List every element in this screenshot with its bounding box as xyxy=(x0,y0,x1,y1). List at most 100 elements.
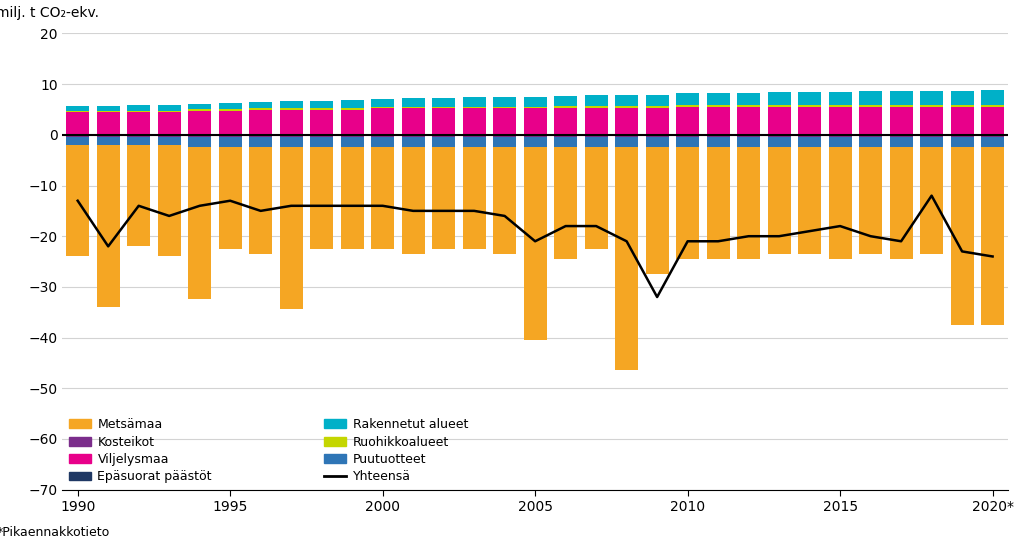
Bar xyxy=(767,136,791,137)
Bar xyxy=(554,108,577,135)
Bar xyxy=(950,136,974,137)
Bar xyxy=(859,91,882,105)
Bar xyxy=(402,109,425,135)
Bar xyxy=(219,103,241,109)
Bar xyxy=(341,100,363,108)
Bar xyxy=(402,107,425,109)
Bar xyxy=(767,92,791,105)
Bar xyxy=(707,137,729,147)
Bar xyxy=(554,136,577,137)
Bar xyxy=(371,147,394,249)
Bar xyxy=(950,147,974,325)
Bar xyxy=(707,136,729,137)
Bar xyxy=(554,147,577,259)
Bar xyxy=(585,137,608,147)
Bar xyxy=(890,137,913,147)
Bar xyxy=(890,136,913,137)
Bar xyxy=(829,105,851,107)
Bar xyxy=(676,93,699,105)
Bar xyxy=(615,108,638,135)
Bar xyxy=(798,105,821,107)
Bar xyxy=(462,109,486,135)
Bar xyxy=(462,147,486,249)
Bar xyxy=(158,135,181,136)
Bar xyxy=(859,147,882,254)
Bar xyxy=(371,107,394,109)
Bar xyxy=(950,91,974,105)
Bar xyxy=(981,137,1004,147)
Bar xyxy=(615,147,638,370)
Bar xyxy=(585,147,608,249)
Bar xyxy=(646,137,669,147)
Bar xyxy=(127,105,150,111)
Bar xyxy=(97,145,120,307)
Bar xyxy=(890,91,913,105)
Bar xyxy=(554,137,577,147)
Bar xyxy=(341,135,363,136)
Bar xyxy=(97,106,120,111)
Bar xyxy=(798,137,821,147)
Bar xyxy=(676,107,699,135)
Bar xyxy=(646,136,669,137)
Bar xyxy=(920,147,943,254)
Bar xyxy=(97,112,120,135)
Bar xyxy=(920,136,943,137)
Bar xyxy=(188,111,211,135)
Bar xyxy=(493,136,516,137)
Bar xyxy=(707,93,729,105)
Bar xyxy=(615,106,638,108)
Bar xyxy=(981,107,1004,135)
Bar xyxy=(981,136,1004,137)
Bar xyxy=(402,147,425,254)
Bar xyxy=(707,107,729,135)
Bar xyxy=(432,135,455,136)
Bar xyxy=(829,147,851,259)
Bar xyxy=(66,135,89,136)
Bar xyxy=(981,105,1004,107)
Bar xyxy=(127,136,150,137)
Bar xyxy=(279,135,303,136)
Bar xyxy=(738,105,760,107)
Bar xyxy=(707,135,729,136)
Bar xyxy=(738,135,760,136)
Bar xyxy=(920,91,943,105)
Bar xyxy=(279,147,303,310)
Bar xyxy=(859,135,882,136)
Bar xyxy=(462,107,486,109)
Bar xyxy=(767,105,791,107)
Bar xyxy=(127,111,150,112)
Bar xyxy=(341,137,363,147)
Bar xyxy=(279,137,303,147)
Bar xyxy=(310,101,333,108)
Bar xyxy=(462,97,486,107)
Bar xyxy=(188,136,211,137)
Bar xyxy=(585,96,608,106)
Bar xyxy=(188,109,211,111)
Legend: Rakennetut alueet, Ruohikkoalueet, Puutuotteet, Yhteensä: Rakennetut alueet, Ruohikkoalueet, Puutu… xyxy=(324,418,469,483)
Bar xyxy=(402,135,425,136)
Bar xyxy=(615,135,638,136)
Bar xyxy=(676,135,699,136)
Bar xyxy=(158,136,181,137)
Bar xyxy=(646,106,669,108)
Bar xyxy=(767,107,791,135)
Bar xyxy=(279,108,303,110)
Bar xyxy=(97,137,120,145)
Text: milj. t CO₂-ekv.: milj. t CO₂-ekv. xyxy=(0,6,99,20)
Bar xyxy=(432,136,455,137)
Bar xyxy=(310,137,333,147)
Bar xyxy=(615,136,638,137)
Bar xyxy=(950,107,974,135)
Bar xyxy=(432,98,455,107)
Bar xyxy=(615,96,638,106)
Bar xyxy=(676,137,699,147)
Text: *Pikaennakkotieto: *Pikaennakkotieto xyxy=(0,526,109,539)
Bar xyxy=(493,107,516,109)
Bar xyxy=(371,136,394,137)
Bar xyxy=(738,93,760,105)
Bar xyxy=(188,137,211,147)
Bar xyxy=(250,135,272,136)
Bar xyxy=(158,145,181,256)
Bar xyxy=(158,105,181,111)
Bar xyxy=(310,136,333,137)
